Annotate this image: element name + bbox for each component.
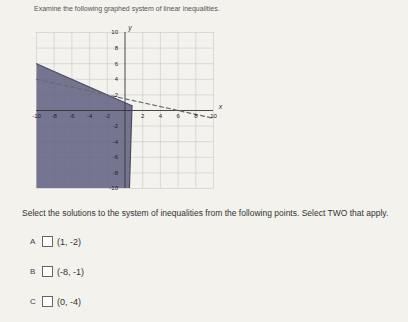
html-text:(1, -2): (1, -2) — [57, 236, 81, 247]
svg-text:-6: -6 — [69, 113, 75, 119]
svg-text:-10: -10 — [109, 185, 118, 191]
svg-text:-6: -6 — [113, 154, 119, 160]
html-text:B: B — [30, 267, 36, 276]
svg-text:4: 4 — [159, 113, 163, 119]
svg-text:8: 8 — [115, 45, 119, 51]
svg-text:10: 10 — [210, 113, 217, 119]
svg-text:-2: -2 — [113, 123, 119, 129]
html-text:(0, -4): (0, -4) — [57, 296, 81, 307]
html-text:A: A — [30, 237, 36, 246]
svg-text:x: x — [218, 103, 223, 110]
svg-text:2: 2 — [115, 92, 119, 98]
svg-text:6: 6 — [115, 61, 119, 67]
svg-text:-8: -8 — [52, 113, 58, 119]
html-text:Examine the following graphed: Examine the following graphed system of … — [34, 5, 220, 12]
svg-text:-4: -4 — [113, 139, 119, 145]
svg-text:8: 8 — [194, 113, 198, 119]
svg-text:-4: -4 — [87, 113, 93, 119]
svg-text:2: 2 — [141, 113, 145, 119]
html-text:Select the solutions to the sy: Select the solutions to the system of in… — [22, 208, 389, 218]
svg-text:-10: -10 — [32, 113, 41, 119]
svg-text:6: 6 — [176, 113, 180, 119]
html-text:C: C — [30, 297, 36, 306]
svg-text:-8: -8 — [113, 170, 119, 176]
svg-text:-2: -2 — [105, 113, 111, 119]
html-text:(-8, -1): (-8, -1) — [57, 266, 84, 277]
svg-text:10: 10 — [111, 29, 118, 35]
svg-text:4: 4 — [115, 76, 119, 82]
svg-text:y: y — [127, 24, 132, 32]
